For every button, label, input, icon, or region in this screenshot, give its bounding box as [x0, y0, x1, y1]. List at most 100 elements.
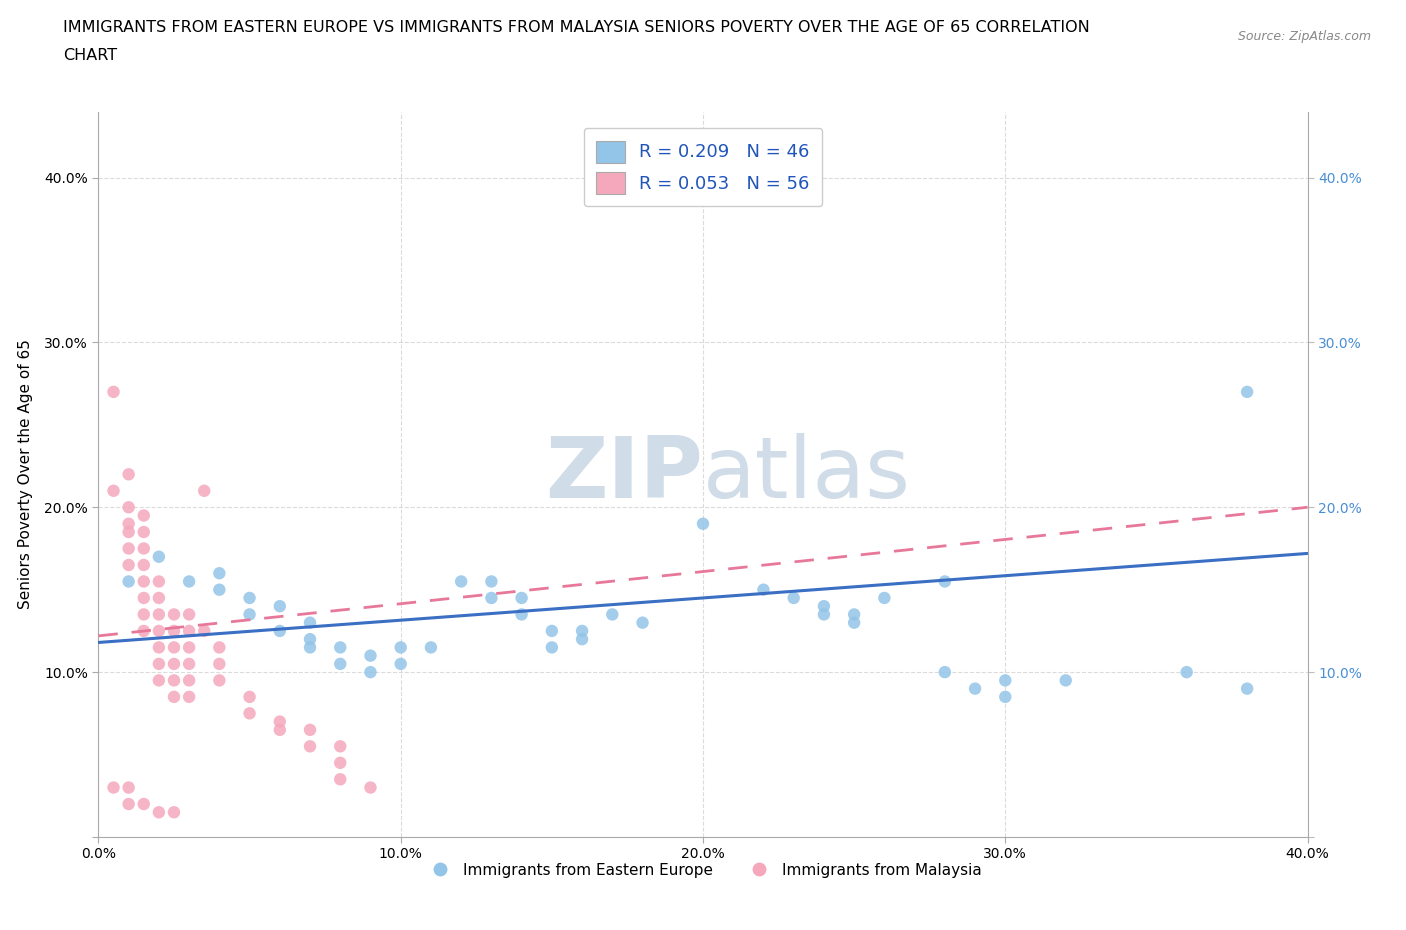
Point [193, 623, 215, 638]
Point [389, 657, 412, 671]
Point [450, 574, 472, 589]
Point [208, 565, 231, 580]
Point [118, 574, 141, 589]
Point [132, 607, 155, 622]
Point [1054, 673, 1077, 688]
Point [1175, 665, 1198, 680]
Point [163, 657, 186, 671]
Point [360, 665, 382, 680]
Point [329, 738, 352, 753]
Point [148, 591, 170, 605]
Point [103, 484, 125, 498]
Point [329, 755, 352, 770]
Point [934, 574, 956, 589]
Point [239, 689, 262, 704]
Point [118, 541, 141, 556]
Point [239, 591, 262, 605]
Point [269, 723, 291, 737]
Point [179, 623, 201, 638]
Point [193, 484, 215, 498]
Point [163, 623, 186, 638]
Point [571, 631, 593, 646]
Point [163, 689, 186, 704]
Point [571, 623, 593, 638]
Point [934, 665, 956, 680]
Point [148, 804, 170, 819]
Point [329, 640, 352, 655]
Point [329, 657, 352, 671]
Point [299, 723, 322, 737]
Point [965, 681, 987, 696]
Point [179, 673, 201, 688]
Point [179, 640, 201, 655]
Point [132, 623, 155, 638]
Point [692, 516, 714, 531]
Point [239, 706, 262, 721]
Point [873, 591, 896, 605]
Point [510, 591, 533, 605]
Point [148, 640, 170, 655]
Point [602, 607, 624, 622]
Point [148, 550, 170, 565]
Point [179, 689, 201, 704]
Point [269, 714, 291, 729]
Point [132, 574, 155, 589]
Point [269, 623, 291, 638]
Point [299, 631, 322, 646]
Point [783, 591, 806, 605]
Point [132, 541, 155, 556]
Point [540, 623, 562, 638]
Point [1236, 384, 1258, 399]
Point [132, 591, 155, 605]
Point [148, 607, 170, 622]
Point [103, 384, 125, 399]
Point [163, 673, 186, 688]
Point [179, 574, 201, 589]
Point [813, 599, 835, 614]
Point [118, 780, 141, 795]
Point [118, 797, 141, 812]
Point [118, 516, 141, 531]
Point [132, 508, 155, 523]
Point [163, 607, 186, 622]
Point [208, 640, 231, 655]
Point [631, 616, 654, 631]
Point [132, 797, 155, 812]
Point [420, 640, 443, 655]
Legend: Immigrants from Eastern Europe, Immigrants from Malaysia: Immigrants from Eastern Europe, Immigran… [419, 857, 987, 884]
Point [389, 640, 412, 655]
Point [132, 525, 155, 539]
Point [299, 616, 322, 631]
Point [208, 657, 231, 671]
Point [269, 599, 291, 614]
Point [1236, 681, 1258, 696]
Point [994, 673, 1017, 688]
Text: CHART: CHART [63, 48, 117, 63]
Point [148, 623, 170, 638]
Text: ZIP: ZIP [546, 432, 703, 516]
Point [118, 499, 141, 514]
Point [844, 607, 866, 622]
Point [299, 738, 322, 753]
Point [329, 772, 352, 787]
Point [148, 673, 170, 688]
Point [118, 525, 141, 539]
Point [208, 582, 231, 597]
Y-axis label: Seniors Poverty Over the Age of 65: Seniors Poverty Over the Age of 65 [18, 339, 32, 609]
Point [179, 657, 201, 671]
Point [118, 557, 141, 572]
Point [1386, 253, 1406, 268]
Point [481, 574, 503, 589]
Point [103, 780, 125, 795]
Point [299, 640, 322, 655]
Point [148, 574, 170, 589]
Point [813, 607, 835, 622]
Point [752, 582, 775, 597]
Point [994, 689, 1017, 704]
Point [163, 640, 186, 655]
Text: IMMIGRANTS FROM EASTERN EUROPE VS IMMIGRANTS FROM MALAYSIA SENIORS POVERTY OVER : IMMIGRANTS FROM EASTERN EUROPE VS IMMIGR… [63, 20, 1090, 35]
Point [844, 616, 866, 631]
Point [510, 607, 533, 622]
Point [239, 607, 262, 622]
Text: Source: ZipAtlas.com: Source: ZipAtlas.com [1237, 30, 1371, 43]
